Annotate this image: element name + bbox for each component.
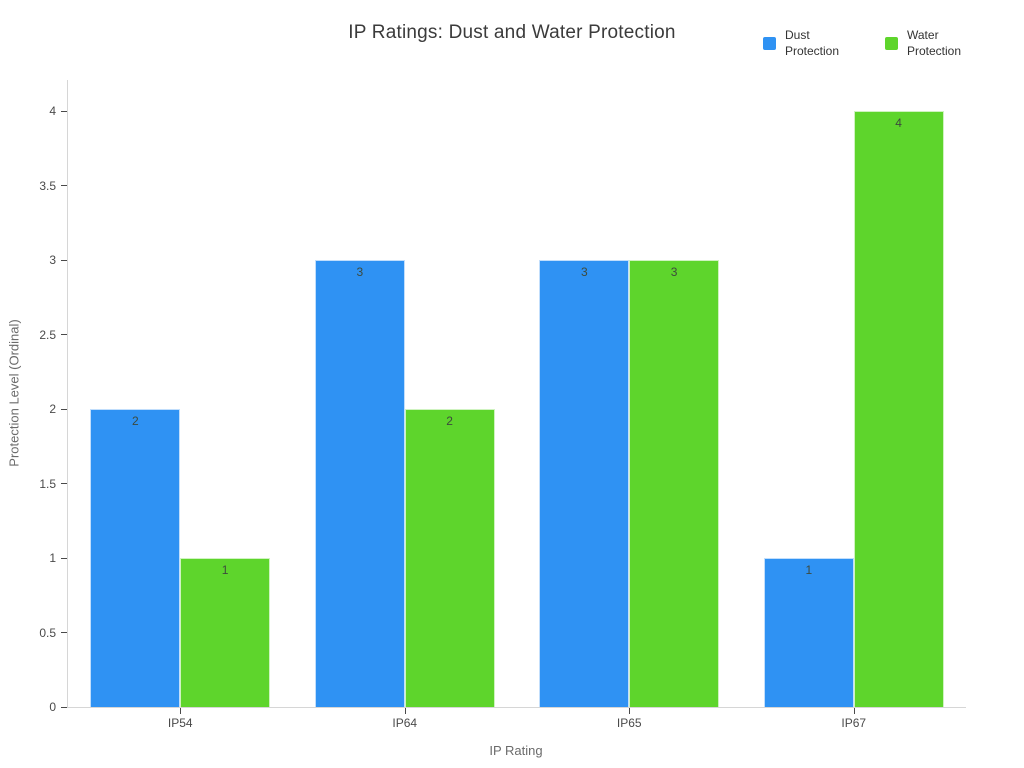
bar-water-protection-ip64[interactable]	[404, 409, 495, 707]
bar-value-label: 4	[895, 116, 902, 131]
y-tick	[61, 259, 67, 261]
y-tick	[61, 110, 67, 112]
y-tick	[61, 557, 67, 559]
y-tick-label: 1	[49, 551, 56, 566]
y-tick	[61, 483, 67, 485]
x-axis-title: IP Rating	[489, 743, 543, 758]
legend-item-water-protection[interactable]: Water Protection	[885, 28, 977, 60]
bar-dust-protection-ip54[interactable]	[90, 409, 181, 707]
x-tick-label-ip54: IP54	[167, 716, 193, 730]
y-tick	[61, 334, 67, 336]
bar-value-label: 2	[132, 414, 139, 429]
bar-dust-protection-ip67[interactable]	[763, 558, 854, 707]
y-tick-label: 3	[49, 253, 56, 268]
y-tick-label: 0	[49, 700, 56, 714]
y-tick-label: 3.5	[39, 178, 56, 193]
x-tick-label-ip65: IP65	[616, 716, 642, 730]
bar-value-label: 3	[356, 265, 364, 280]
legend-swatch	[763, 37, 776, 51]
legend-label: Dust Protection	[785, 28, 840, 58]
bar-dust-protection-ip64[interactable]	[314, 260, 405, 707]
y-tick-label: 2.5	[39, 327, 56, 342]
y-tick-label: 1.5	[39, 476, 56, 491]
bar-value-label: 2	[446, 414, 453, 429]
bar-value-label: 3	[670, 265, 678, 280]
bar-value-label: 1	[221, 563, 229, 578]
y-tick	[61, 185, 67, 187]
bar-dust-protection-ip65[interactable]	[539, 260, 630, 707]
bar-water-protection-ip65[interactable]	[629, 260, 720, 707]
x-tick	[629, 708, 631, 714]
x-tick-label-ip67: IP67	[841, 716, 867, 730]
bar-value-label: 3	[581, 265, 588, 280]
x-tick	[853, 708, 855, 714]
y-tick-label: 2	[49, 402, 56, 417]
y-tick	[61, 706, 67, 708]
y-axis-title: Protection Level (Ordinal)	[6, 319, 22, 467]
legend-swatch	[885, 37, 898, 51]
plot-area: 0 0.5 1 1.5 2 2.5 3 3.5 4 IP54 IP64 IP65 IP67 2 3 3 1 1 2 3…	[39, 80, 966, 730]
legend-label: Water Protection	[907, 28, 962, 58]
y-tick	[61, 408, 67, 410]
bar-water-protection-ip54[interactable]	[180, 558, 271, 707]
bar-value-label: 1	[805, 563, 813, 578]
y-tick-label: 0.5	[39, 625, 56, 640]
x-tick	[180, 708, 182, 714]
x-tick-label-ip64: IP64	[392, 716, 418, 730]
y-tick-label: 4	[49, 104, 56, 119]
x-tick	[404, 708, 406, 714]
legend-item-dust-protection[interactable]: Dust Protection	[763, 28, 855, 60]
bar-water-protection-ip67[interactable]	[853, 111, 944, 707]
chart-title: IP Ratings: Dust and Water Protection	[348, 22, 676, 43]
y-tick	[61, 632, 67, 634]
legend: Dust Protection Water Protection	[763, 28, 977, 60]
